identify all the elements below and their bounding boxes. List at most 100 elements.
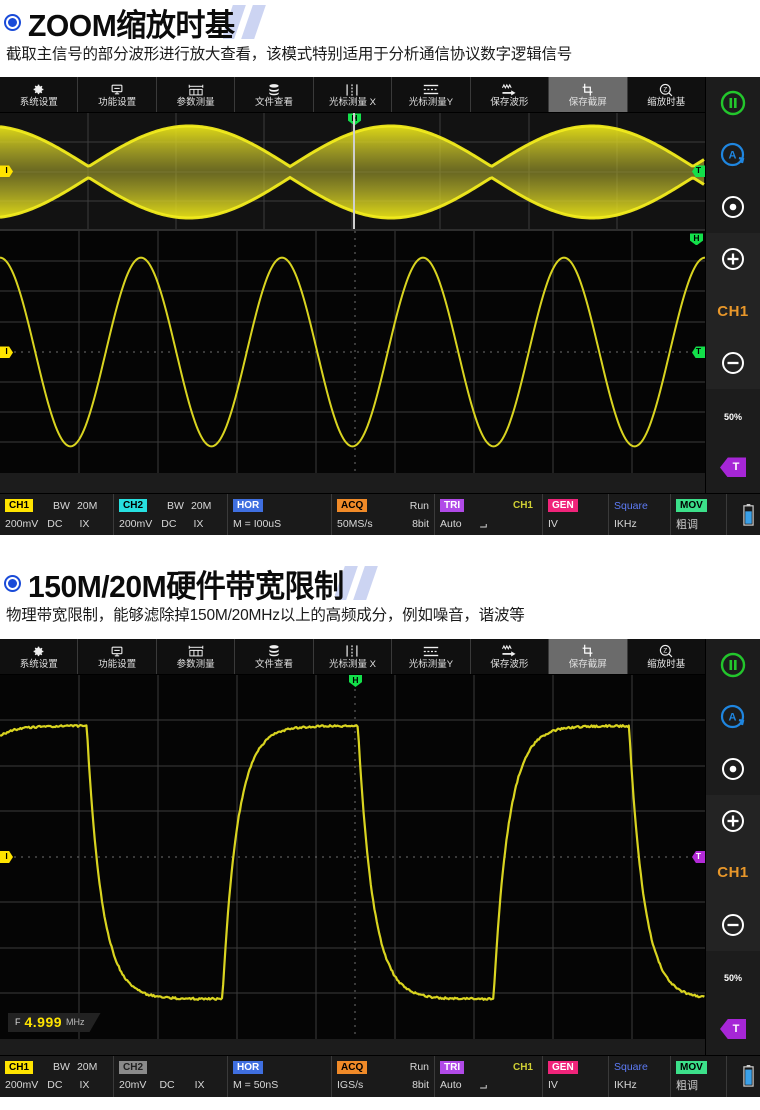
toolbar-label: 系统设置 — [20, 660, 58, 670]
auto-button[interactable]: A — [706, 691, 760, 743]
ch2-bw-label: BW — [167, 500, 184, 512]
toolbar-item-save-waveform[interactable]: 保存波形 — [471, 77, 549, 112]
pause-circle-icon — [720, 90, 746, 116]
toolbar-item-file-view[interactable]: 文件查看 — [235, 77, 313, 112]
oscilloscope-screen-2: 系统设置 功能设置 参数测量 — [0, 639, 760, 1097]
pause-circle-icon — [720, 652, 746, 678]
toolbar-item-cursor-y[interactable]: 光标测量Y — [392, 639, 470, 674]
status-horizontal[interactable]: HOR M = I00uS — [228, 494, 332, 535]
cursor-x-icon — [345, 82, 359, 97]
tri-tag: TRI — [440, 499, 464, 512]
toolbar-label: 保存截屏 — [569, 660, 607, 670]
toolbar-item-screenshot[interactable]: 保存截屏 — [549, 639, 627, 674]
toolbar-item-save-waveform[interactable]: 保存波形 — [471, 639, 549, 674]
toolbar-label: 功能设置 — [98, 660, 136, 670]
bandwidth-waveform-trace — [0, 675, 705, 1039]
cursor-y-icon — [423, 644, 439, 659]
pause-button[interactable] — [706, 639, 760, 691]
status-move[interactable]: MOV 粗调 — [671, 494, 727, 535]
status-ch2[interactable]: CH2 20mV DC IX — [114, 1056, 228, 1097]
status-trigger[interactable]: TRI CH1 Auto ⨼ — [435, 494, 543, 535]
ch2-volts: 20mV — [119, 1079, 146, 1091]
dot-circle-icon — [721, 195, 745, 219]
trigger-level-percent[interactable]: 50% — [706, 389, 760, 441]
hor-tag: HOR — [233, 1061, 263, 1074]
gen-waveform: Square — [614, 500, 648, 512]
toolbar-item-function-settings[interactable]: 功能设置 — [78, 639, 156, 674]
toolbar-label: 功能设置 — [98, 98, 136, 108]
ch1-volts: 200mV — [5, 518, 38, 530]
dot-circle-icon — [721, 757, 745, 781]
toolbar-item-system-settings[interactable]: 系统设置 — [0, 639, 78, 674]
svg-text:A: A — [729, 150, 737, 162]
status-trigger[interactable]: TRI CH1 Auto ⨼ — [435, 1056, 543, 1097]
acq-tag: ACQ — [337, 499, 367, 512]
ch2-tag: CH2 — [119, 1061, 147, 1074]
decrease-button[interactable] — [706, 899, 760, 951]
zoom-window-cursor[interactable] — [353, 113, 355, 231]
status-ch2[interactable]: CH2 BW 20M 200mV DC IX — [114, 494, 228, 535]
hor-tag: HOR — [233, 499, 263, 512]
channel-label[interactable]: CH1 — [706, 285, 760, 337]
frequency-unit: MHz — [66, 1017, 85, 1027]
toolbar-item-parameter-measure[interactable]: 参数测量 — [157, 77, 235, 112]
auto-circle-icon: A — [720, 142, 746, 168]
overview-waveform-panel[interactable]: I T H — [0, 113, 705, 231]
svg-text:A: A — [729, 711, 737, 723]
tri-slope-icon: ⨼ — [480, 1077, 488, 1093]
ch2-bw-value: 20M — [191, 500, 211, 512]
scope-right-rail-2: A CH1 — [705, 639, 760, 1055]
ch2-probe: IX — [195, 1079, 205, 1091]
trigger-marker-button[interactable]: T — [706, 441, 760, 493]
toolbar-item-file-view[interactable]: 文件查看 — [235, 639, 313, 674]
gen-waveform: Square — [614, 1061, 648, 1073]
toolbar-item-cursor-y[interactable]: 光标测量Y — [392, 77, 470, 112]
ch2-coupling: DC — [159, 1079, 174, 1091]
ch1-probe: IX — [79, 1079, 89, 1091]
database-icon — [267, 644, 281, 659]
acq-run-state: Run — [410, 1061, 429, 1073]
acq-bit-depth: 8bit — [412, 1079, 429, 1091]
toolbar-item-function-settings[interactable]: 功能设置 — [78, 77, 156, 112]
page-title-2: 150M/20M硬件带宽限制 — [28, 561, 344, 606]
status-generator-wave[interactable]: Square IKHz — [609, 494, 671, 535]
toolbar-item-zoom-timebase[interactable]: Z 缩放时基 — [628, 639, 705, 674]
toolbar-item-cursor-x[interactable]: 光标测量 X — [314, 639, 392, 674]
decrease-button[interactable] — [706, 337, 760, 389]
frequency-value: 4.999 — [25, 1014, 63, 1030]
status-generator[interactable]: GEN IV — [543, 1056, 609, 1097]
toolbar-item-zoom-timebase[interactable]: Z 缩放时基 — [628, 77, 705, 112]
toolbar-item-screenshot[interactable]: 保存截屏 — [549, 77, 627, 112]
auto-button[interactable]: A — [706, 129, 760, 181]
status-acquire[interactable]: ACQ Run 50MS/s 8bit — [332, 494, 435, 535]
status-ch1[interactable]: CH1 BW 20M 200mV DC IX — [0, 1056, 114, 1097]
frequency-label: F — [15, 1017, 21, 1027]
tri-slope-icon: ⨼ — [480, 516, 488, 532]
toolbar-item-system-settings[interactable]: 系统设置 — [0, 77, 78, 112]
toolbar-item-cursor-x[interactable]: 光标测量 X — [314, 77, 392, 112]
bandwidth-waveform-panel[interactable]: H I T F 4.999 MHz — [0, 675, 705, 1039]
status-ch1[interactable]: CH1 BW 20M 200mV DC IX — [0, 494, 114, 535]
toolbar-label: 参数测量 — [177, 98, 215, 108]
pause-button[interactable] — [706, 77, 760, 129]
status-move[interactable]: MOV 粗调 — [671, 1056, 727, 1097]
status-horizontal[interactable]: HOR M = 50nS — [228, 1056, 332, 1097]
trigger-marker-button[interactable]: T — [706, 1003, 760, 1055]
single-button[interactable] — [706, 181, 760, 233]
increase-button[interactable] — [706, 795, 760, 847]
trigger-level-percent[interactable]: 50% — [706, 951, 760, 1003]
channel-label[interactable]: CH1 — [706, 847, 760, 899]
status-generator[interactable]: GEN IV — [543, 494, 609, 535]
single-button[interactable] — [706, 743, 760, 795]
zoom-waveform-panel[interactable]: H I T — [0, 231, 705, 473]
status-acquire[interactable]: ACQ Run IGS/s 8bit — [332, 1056, 435, 1097]
frequency-readout: F 4.999 MHz — [8, 1013, 101, 1032]
status-generator-wave[interactable]: Square IKHz — [609, 1056, 671, 1097]
increase-button[interactable] — [706, 233, 760, 285]
acq-bit-depth: 8bit — [412, 518, 429, 530]
toolbar-label: 文件查看 — [255, 660, 293, 670]
section-bandwidth-limit: 150M/20M硬件带宽限制 物理带宽限制，能够滤除掉150M/20MHz以上的… — [0, 561, 760, 1096]
tri-source: CH1 — [509, 499, 537, 512]
toolbar-item-parameter-measure[interactable]: 参数测量 — [157, 639, 235, 674]
scope-toolbar: 系统设置 功能设置 参数测量 — [0, 77, 705, 113]
